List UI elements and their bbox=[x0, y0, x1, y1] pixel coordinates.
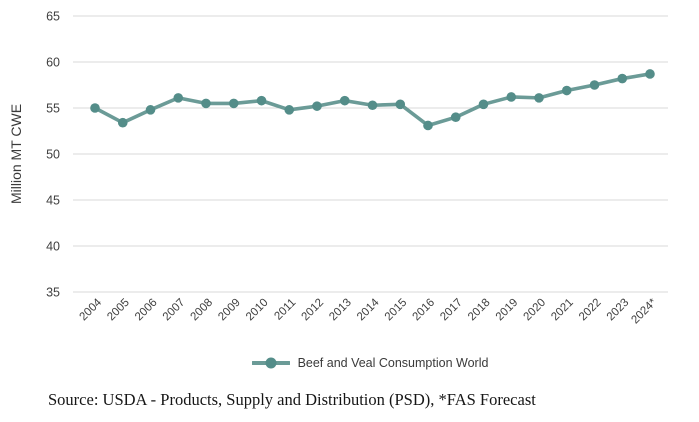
y-tick-label: 65 bbox=[46, 10, 60, 24]
data-point bbox=[145, 105, 156, 115]
data-point bbox=[561, 85, 572, 96]
x-tick-label: 2008 bbox=[189, 297, 216, 324]
y-tick-label: 35 bbox=[46, 286, 60, 300]
legend-label: Beef and Veal Consumption World bbox=[297, 356, 489, 370]
x-tick-label: 2021 bbox=[549, 297, 576, 324]
data-point bbox=[589, 80, 600, 90]
y-tick-label: 45 bbox=[46, 194, 60, 208]
data-point bbox=[117, 117, 128, 128]
x-tick-label: 2007 bbox=[161, 297, 188, 324]
y-tick-label: 55 bbox=[46, 102, 60, 116]
data-point bbox=[367, 100, 378, 111]
x-tick-label: 2010 bbox=[244, 297, 271, 324]
y-tick-label: 50 bbox=[46, 148, 60, 162]
data-point bbox=[450, 112, 461, 122]
x-tick-label: 2016 bbox=[411, 297, 438, 324]
data-point bbox=[256, 95, 267, 106]
data-point bbox=[478, 99, 489, 110]
data-point bbox=[312, 101, 322, 111]
x-tick-label: 2023 bbox=[605, 297, 632, 324]
y-tick-label: 60 bbox=[46, 56, 60, 70]
x-tick-label: 2020 bbox=[522, 297, 549, 324]
legend-line-marker-icon bbox=[251, 357, 290, 369]
y-axis-title: Million MT CWE bbox=[8, 104, 24, 204]
data-point bbox=[534, 93, 544, 103]
x-tick-label: 2024* bbox=[629, 296, 659, 326]
x-tick-label: 2012 bbox=[300, 297, 327, 324]
data-point bbox=[339, 95, 350, 106]
data-point bbox=[228, 98, 239, 109]
x-tick-label: 2005 bbox=[105, 297, 132, 324]
x-tick-label: 2009 bbox=[216, 297, 243, 324]
x-tick-label: 2017 bbox=[438, 297, 465, 324]
line-chart: 65 60 55 50 45 40 35 Million MT CWE 2004 2005 2006… bbox=[8, 10, 668, 326]
data-point bbox=[395, 99, 406, 110]
data-point bbox=[506, 92, 517, 102]
x-tick-label: 2004 bbox=[78, 296, 105, 323]
data-point bbox=[645, 69, 655, 79]
x-tick-label: 2022 bbox=[577, 297, 604, 324]
y-tick-label: 40 bbox=[46, 240, 60, 254]
data-point bbox=[173, 93, 184, 103]
data-point bbox=[617, 73, 628, 84]
x-tick-label: 2011 bbox=[272, 297, 298, 323]
data-point bbox=[90, 103, 100, 113]
source-note: Source: USDA - Products, Supply and Dist… bbox=[48, 390, 536, 409]
data-point bbox=[423, 120, 433, 131]
x-tick-label: 2014 bbox=[355, 296, 382, 323]
x-tick-label: 2018 bbox=[466, 297, 493, 324]
data-point bbox=[284, 105, 295, 115]
x-tick-label: 2013 bbox=[327, 297, 354, 324]
legend: Beef and Veal Consumption World bbox=[72, 352, 668, 374]
x-tick-label: 2019 bbox=[494, 297, 521, 324]
x-tick-label: 2015 bbox=[383, 297, 410, 324]
data-point bbox=[201, 98, 211, 109]
x-tick-label: 2006 bbox=[133, 297, 160, 324]
